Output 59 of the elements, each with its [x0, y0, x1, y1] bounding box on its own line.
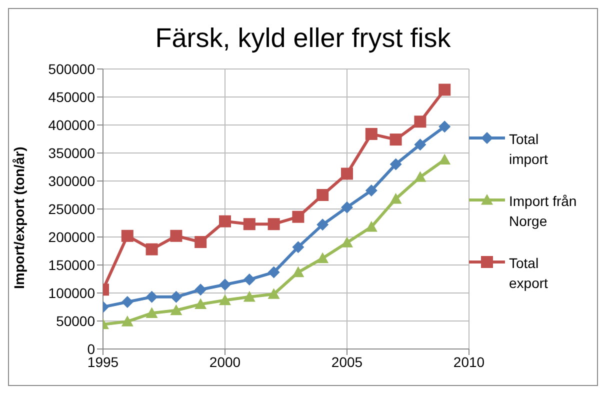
point: [243, 290, 256, 302]
x-tick-label: 2010: [453, 354, 485, 370]
y-tick-label: 100000: [48, 284, 96, 301]
point: [341, 201, 353, 214]
point: [414, 138, 426, 151]
point: [292, 241, 304, 254]
y-tick-label: 200000: [48, 228, 96, 245]
point: [170, 230, 182, 242]
y-tick-label: 500000: [48, 60, 96, 77]
point: [341, 168, 353, 180]
legend-label: Total import: [509, 130, 549, 169]
point: [146, 307, 158, 318]
point: [121, 230, 134, 242]
point: [146, 243, 158, 256]
x-tick-label: 2000: [209, 354, 241, 370]
point: [292, 266, 304, 278]
legend-label: Import från Norge: [509, 192, 578, 231]
point: [194, 284, 207, 296]
y-tick-label: 250000: [48, 200, 96, 217]
point: [414, 116, 426, 128]
point: [390, 134, 402, 146]
point: [146, 290, 158, 303]
point: [194, 236, 207, 248]
point: [316, 218, 329, 231]
point: [268, 218, 280, 230]
y-tick-label: 300000: [48, 172, 96, 189]
point: [365, 184, 378, 197]
point: [170, 304, 182, 316]
y-tick-label: 150000: [48, 256, 96, 273]
point: [268, 266, 280, 278]
point: [121, 296, 134, 308]
y-tick-label: 450000: [48, 88, 96, 105]
point: [243, 274, 256, 286]
point: [438, 84, 451, 96]
y-tick-label: 50000: [56, 312, 96, 329]
point: [365, 220, 378, 232]
point: [316, 252, 329, 264]
point: [170, 290, 182, 303]
point: [268, 288, 280, 299]
point: [316, 189, 329, 201]
point: [243, 218, 256, 230]
point: [219, 294, 231, 306]
y-axis-title: Import/export (ton/år): [10, 146, 27, 289]
point: [390, 158, 402, 170]
x-tick-label: 2005: [331, 354, 363, 370]
point: [341, 236, 353, 248]
point: [219, 215, 231, 228]
point: [121, 316, 134, 326]
point: [390, 192, 402, 204]
point: [438, 120, 451, 133]
legend-label: Total export: [509, 254, 549, 293]
point: [219, 278, 231, 291]
point: [365, 128, 378, 140]
chart-title: Färsk, kyld eller fryst fisk: [155, 23, 451, 53]
point: [414, 171, 426, 182]
point: [194, 298, 207, 309]
y-tick-label: 400000: [48, 116, 96, 133]
point: [292, 210, 304, 223]
y-tick-label: 350000: [48, 144, 96, 161]
